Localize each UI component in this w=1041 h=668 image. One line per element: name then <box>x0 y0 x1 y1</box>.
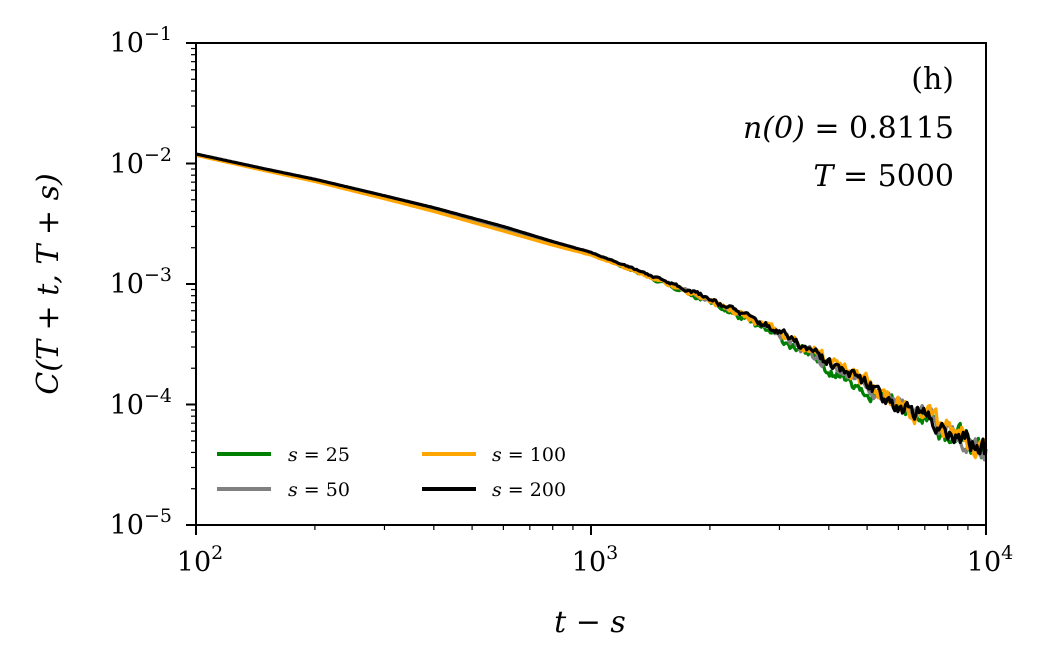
y-tick-label-1e-3: 10−3 <box>110 264 172 300</box>
y-tick-label-1e-2: 10−2 <box>110 144 172 180</box>
legend-label-s25: s = 25 <box>288 444 350 466</box>
legend-label-s200: s = 200 <box>492 479 566 501</box>
major-ticks <box>186 42 987 535</box>
temperature-annotation: T = 5000 <box>813 159 954 194</box>
x-tick-label-1e2: 102 <box>177 542 223 578</box>
panel-label: (h) <box>911 62 954 97</box>
y-axis-label: C(T + t, T + s) <box>31 173 66 394</box>
series-line-3 <box>195 152 988 456</box>
n0-annotation: n(0) = 0.8115 <box>743 111 954 146</box>
legend-box <box>198 428 618 522</box>
legend-label-s50: s = 50 <box>288 479 350 501</box>
legend: s = 25 s = 50 s = 100 s = 200 <box>198 428 618 522</box>
x-tick-label-1e4: 104 <box>967 542 1013 578</box>
x-tick-label-1e3: 103 <box>572 542 618 578</box>
x-axis-label: t − s <box>554 605 626 640</box>
y-tick-label-1e-5: 10−5 <box>110 505 172 541</box>
y-tick-label-1e-4: 10−4 <box>110 385 172 421</box>
series-lines <box>195 152 988 462</box>
annotations: (h) n(0) = 0.8115 T = 5000 <box>743 62 954 194</box>
x-tick-labels: 102 103 104 <box>177 542 1013 578</box>
y-tick-labels: 10−5 10−4 10−3 10−2 10−1 <box>110 23 172 541</box>
y-tick-label-1e-1: 10−1 <box>110 23 172 59</box>
legend-label-s100: s = 100 <box>492 444 566 466</box>
